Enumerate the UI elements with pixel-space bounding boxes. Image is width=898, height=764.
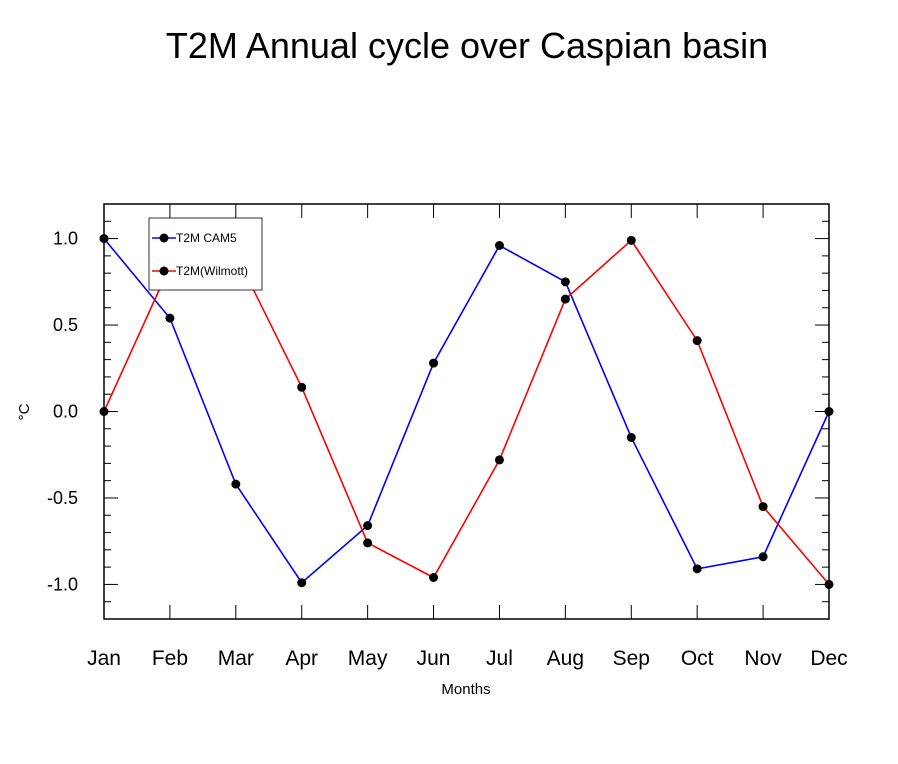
x-axis-label: Months bbox=[441, 681, 490, 698]
data-point bbox=[758, 552, 768, 562]
legend: T2M CAM5 T2M(Wilmott) bbox=[148, 217, 263, 291]
legend-label: T2M(Wilmott) bbox=[176, 264, 248, 278]
data-point bbox=[626, 235, 636, 245]
axis-ticks bbox=[103, 203, 830, 620]
series-line bbox=[103, 239, 830, 585]
data-point bbox=[824, 407, 834, 416]
legend-box bbox=[148, 217, 263, 291]
y-tick-label: 0.0 bbox=[53, 402, 78, 422]
y-tick-label: -1.0 bbox=[47, 574, 78, 594]
data-point bbox=[626, 432, 636, 442]
data-point bbox=[429, 358, 439, 368]
data-point bbox=[297, 382, 307, 392]
legend-marker bbox=[159, 266, 169, 276]
data-point bbox=[231, 479, 241, 489]
data-point bbox=[560, 277, 570, 287]
x-tick-label: Mar bbox=[218, 647, 254, 670]
y-axis-label: °C bbox=[16, 403, 33, 420]
data-point bbox=[824, 579, 834, 589]
data-point bbox=[429, 573, 439, 582]
y-tick-label: -0.5 bbox=[47, 488, 78, 508]
x-tick-label: Sep bbox=[613, 647, 650, 670]
data-point bbox=[99, 407, 109, 416]
data-point bbox=[494, 241, 504, 250]
data-point bbox=[758, 502, 768, 512]
data-point bbox=[363, 521, 373, 531]
x-tick-label: Jun bbox=[417, 647, 451, 670]
data-point bbox=[363, 538, 373, 548]
x-tick-label: Jan bbox=[87, 647, 121, 670]
x-tick-label: May bbox=[348, 647, 388, 670]
legend-label: T2M CAM5 bbox=[176, 231, 237, 245]
x-tick-label: Nov bbox=[744, 647, 782, 670]
series-line bbox=[103, 238, 830, 584]
x-tick-label: Dec bbox=[810, 647, 847, 670]
chart-title: T2M Annual cycle over Caspian basin bbox=[166, 25, 768, 66]
x-tick-label: Apr bbox=[285, 647, 318, 670]
data-point bbox=[692, 564, 702, 574]
x-tick-labels: Jan Feb Mar Apr May Jun Jul Aug Sep Oct Nov Dec bbox=[87, 647, 848, 670]
x-tick-label: Jul bbox=[486, 647, 513, 670]
y-tick-label: 0.5 bbox=[53, 315, 78, 335]
x-tick-label: Feb bbox=[152, 647, 188, 670]
y-tick-labels: 1.0 0.5 0.0 -0.5 -1.0 bbox=[47, 229, 78, 595]
data-point bbox=[692, 336, 702, 346]
x-tick-label: Aug bbox=[547, 647, 584, 670]
x-tick-label: Oct bbox=[681, 647, 714, 670]
y-tick-label: 1.0 bbox=[53, 229, 78, 249]
legend-marker bbox=[159, 233, 169, 243]
data-point bbox=[165, 313, 175, 323]
data-point bbox=[560, 294, 570, 304]
data-point bbox=[494, 455, 504, 465]
data-point bbox=[297, 578, 307, 588]
data-point bbox=[99, 234, 109, 244]
